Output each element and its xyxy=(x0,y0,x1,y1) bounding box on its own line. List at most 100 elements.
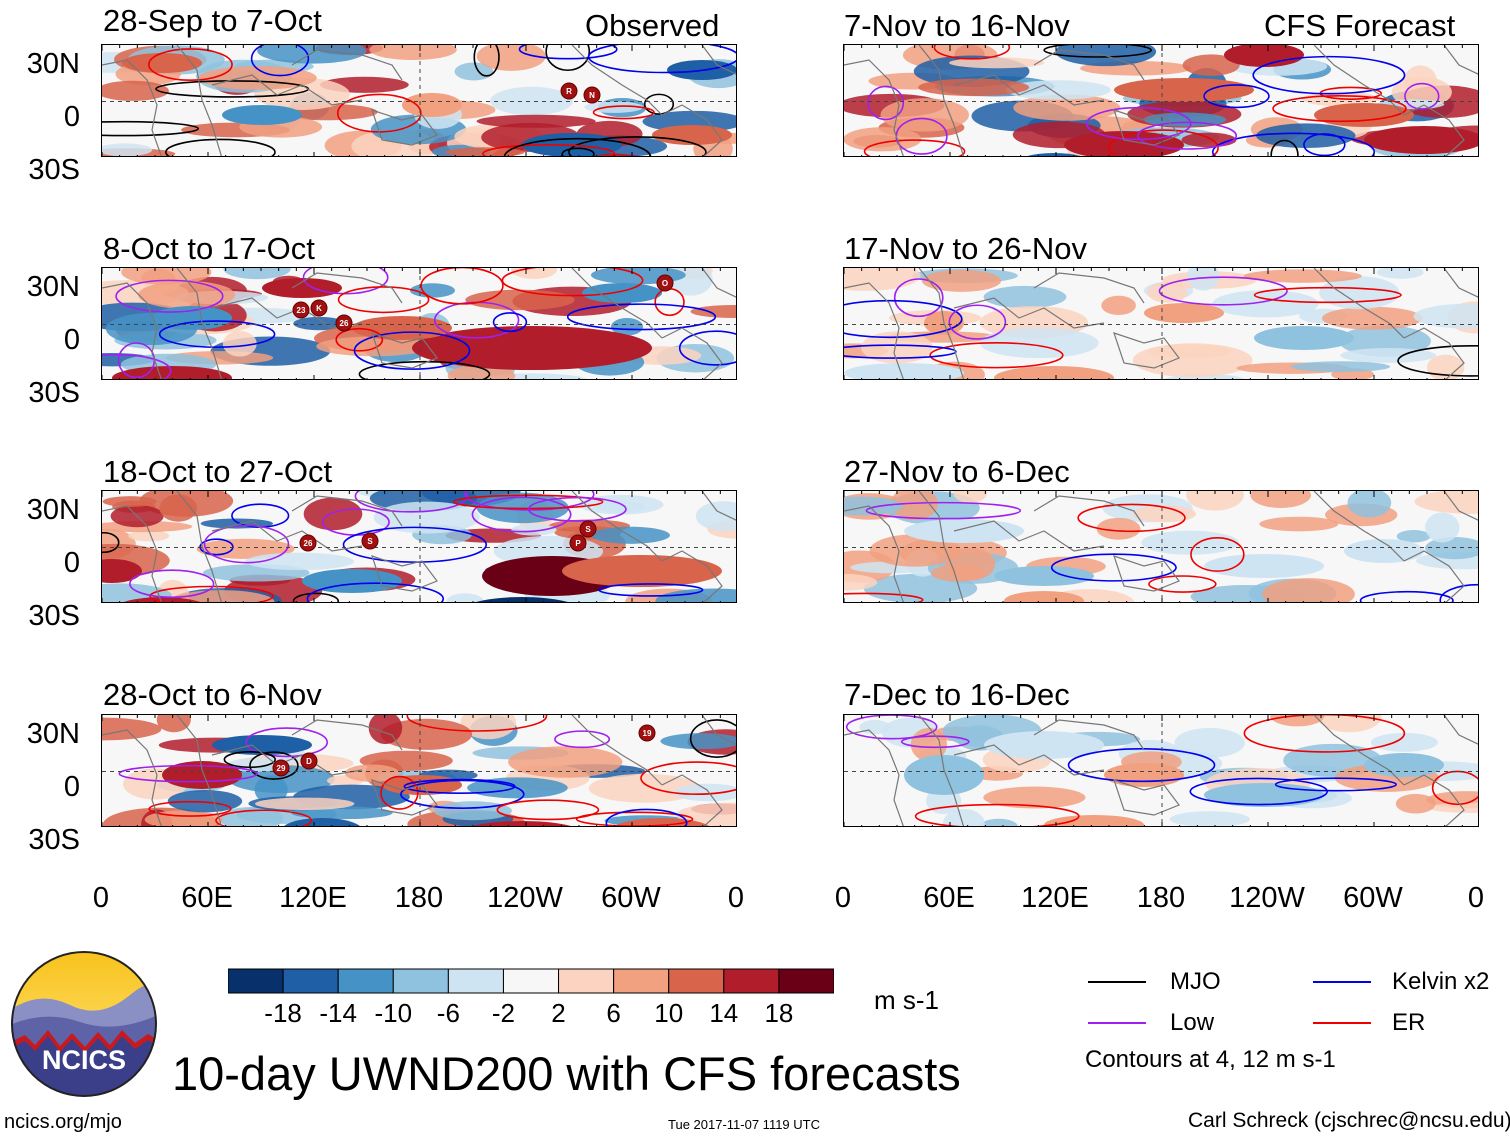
anomaly-blob xyxy=(511,523,557,536)
map-panel xyxy=(843,714,1479,827)
colorbar-swatch xyxy=(723,968,780,994)
anomaly-contour xyxy=(354,491,468,513)
anomaly-blob xyxy=(1256,123,1356,149)
lat-tick: 30S xyxy=(28,600,80,632)
anomaly-blob xyxy=(695,501,736,532)
kelvin-line-swatch xyxy=(1313,981,1371,983)
anomaly-blob xyxy=(1319,276,1400,310)
anomaly-blob xyxy=(168,590,275,602)
anomaly-contour xyxy=(1272,95,1407,123)
anomaly-contour xyxy=(420,268,504,305)
colorbar-swatch xyxy=(668,968,725,994)
anomaly-blob xyxy=(476,45,546,71)
anomaly-contour xyxy=(353,331,471,370)
colorbar-tick-label: 14 xyxy=(709,998,739,1028)
anomaly-contour xyxy=(1203,84,1270,109)
anomaly-blob xyxy=(1141,530,1239,555)
storm-marker-label: S xyxy=(585,525,591,534)
anomaly-contour xyxy=(689,719,736,758)
storm-marker-label: P xyxy=(575,539,581,548)
coastline-segment xyxy=(918,268,965,379)
anomaly-blob xyxy=(1181,132,1237,148)
colorbar-tick-label: 6 xyxy=(606,998,621,1028)
panel-title: 28-Oct to 6-Nov xyxy=(103,677,322,712)
anomaly-contour xyxy=(1359,590,1454,602)
anomaly-blob xyxy=(1101,295,1136,316)
footer-url[interactable]: ncics.org/mjo xyxy=(4,1111,122,1133)
colorbar-swatch xyxy=(778,968,834,994)
coastline-segment xyxy=(1033,272,1145,304)
anomaly-contour xyxy=(1190,537,1245,572)
anomaly-contour xyxy=(223,750,276,769)
anomaly-contour xyxy=(605,808,688,826)
footer-author[interactable]: Carl Schreck (cjschrec@ncsu.edu) xyxy=(1188,1109,1510,1132)
anomaly-blob xyxy=(1321,306,1423,330)
anomaly-blob xyxy=(1425,512,1460,543)
anomaly-blob xyxy=(880,98,969,132)
axis-ticks xyxy=(844,715,1463,826)
anomaly-core xyxy=(476,597,568,602)
anomaly-contour xyxy=(249,751,299,780)
colorbar-tick-label: -18 xyxy=(264,998,302,1028)
axis-ticks xyxy=(844,268,1463,379)
anomaly-blob xyxy=(1169,811,1250,826)
lon-tick: 0 xyxy=(92,882,110,914)
logo-graphic: NCICS xyxy=(11,951,157,1097)
anomaly-field: 26 S PS xyxy=(102,491,736,602)
anomaly-blob xyxy=(859,719,891,735)
map-panel: 29 D 19 xyxy=(101,714,737,827)
storm-marker: 26 xyxy=(335,314,353,332)
coastline-segment xyxy=(102,729,162,826)
coastline-segment xyxy=(1113,555,1180,592)
lat-tick: 30N xyxy=(26,48,80,80)
mjo-line-swatch xyxy=(1088,981,1146,983)
logo-text: NCICS xyxy=(42,1045,126,1075)
anomaly-field xyxy=(844,491,1478,602)
coastline-segment xyxy=(1443,715,1478,745)
ncics-logo: NCICS xyxy=(10,950,158,1098)
coastline-segment xyxy=(1033,49,1145,81)
anomaly-core xyxy=(582,283,662,303)
anomaly-blob xyxy=(257,45,367,64)
anomaly-blob xyxy=(1396,530,1431,543)
legend-er: ER xyxy=(1392,1009,1426,1036)
anomaly-blob xyxy=(344,764,400,782)
coastline-segment xyxy=(102,505,162,602)
storm-marker: N xyxy=(583,86,601,104)
coastline-segment xyxy=(701,268,736,298)
coastline-segment xyxy=(1113,779,1180,816)
anomaly-blob xyxy=(465,289,575,311)
anomaly-core xyxy=(102,559,142,583)
map-panel xyxy=(843,267,1479,380)
anomaly-blob xyxy=(380,718,473,750)
anomaly-blob xyxy=(433,801,512,821)
anomaly-blob xyxy=(1259,516,1339,532)
anomaly-blob xyxy=(1413,303,1478,329)
anomaly-blob xyxy=(1414,491,1478,514)
anomaly-blob xyxy=(942,808,985,826)
anomaly-core xyxy=(212,735,312,755)
legend-low: Low xyxy=(1170,1009,1215,1036)
anomaly-core xyxy=(1204,554,1324,578)
storm-marker-circle xyxy=(292,301,310,319)
colorbar-tick-label: -2 xyxy=(491,998,516,1028)
anomaly-core xyxy=(1224,45,1304,67)
anomaly-blob xyxy=(595,500,646,513)
anomaly-contour xyxy=(306,582,445,602)
storm-marker-circle xyxy=(560,82,578,100)
anomaly-contour xyxy=(496,799,600,821)
anomaly-contour xyxy=(302,268,389,295)
anomaly-blob xyxy=(949,57,1045,69)
anomaly-contour xyxy=(844,592,924,602)
anomaly-field: 23 K 26 O xyxy=(102,268,736,379)
anomaly-blob xyxy=(1132,343,1253,378)
coastline-segment xyxy=(102,59,162,156)
anomaly-contour xyxy=(115,279,224,313)
anomaly-core xyxy=(1344,539,1424,563)
storm-marker: 23 xyxy=(292,301,310,319)
anomaly-blob xyxy=(1005,80,1111,100)
anomaly-blob xyxy=(1395,793,1436,814)
coastline-segment xyxy=(1313,268,1405,339)
coastline-segment xyxy=(701,491,736,521)
